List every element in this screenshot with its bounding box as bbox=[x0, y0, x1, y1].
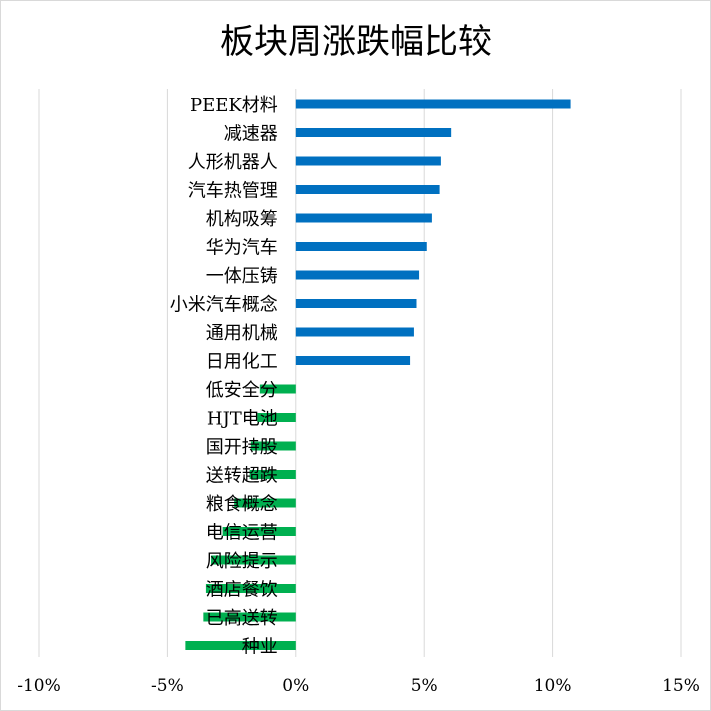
category-label: 减速器 bbox=[224, 124, 278, 145]
bar bbox=[295, 185, 440, 194]
category-label: 低安全分 bbox=[206, 380, 278, 401]
category-label: 风险提示 bbox=[206, 551, 278, 572]
category-labels: PEEK材料减速器人形机器人汽车热管理机构吸筹华为汽车一体压铸小米汽车概念通用机… bbox=[170, 95, 278, 658]
category-label: 粮食概念 bbox=[206, 493, 278, 515]
bar bbox=[295, 242, 427, 251]
bar bbox=[295, 270, 420, 280]
bar bbox=[222, 527, 296, 536]
bar bbox=[295, 356, 411, 365]
chart-title: 板块周涨跌幅比较 bbox=[220, 22, 492, 62]
bars bbox=[185, 99, 571, 650]
bar bbox=[205, 584, 296, 593]
bar bbox=[295, 128, 452, 137]
category-label: 汽车热管理 bbox=[188, 181, 278, 202]
category-label: 机构吸筹 bbox=[206, 209, 278, 230]
x-tick-label: 5% bbox=[411, 676, 438, 696]
bar bbox=[249, 470, 296, 479]
bar bbox=[295, 327, 414, 337]
category-label: 华为汽车 bbox=[206, 238, 278, 259]
category-label: 送转超跌 bbox=[206, 466, 278, 487]
category-label: 种业 bbox=[242, 637, 278, 658]
bar bbox=[234, 498, 296, 508]
category-label: 日用化工 bbox=[206, 352, 278, 373]
category-label: PEEK材料 bbox=[190, 95, 278, 116]
bar bbox=[259, 384, 296, 394]
grid-lines bbox=[38, 89, 682, 657]
x-tick-label: -10% bbox=[17, 676, 61, 696]
bar bbox=[250, 441, 296, 451]
bar bbox=[257, 413, 296, 422]
x-tick-label: 0% bbox=[282, 676, 309, 696]
x-tick-label: 15% bbox=[662, 676, 700, 696]
bar bbox=[295, 213, 432, 223]
category-label: 一体压铸 bbox=[206, 266, 278, 287]
bar bbox=[295, 156, 441, 166]
x-axis-tick-labels: -10% -5% 0% 5% 10% 15% bbox=[17, 676, 700, 696]
category-label: HJT电池 bbox=[207, 409, 278, 430]
category-label: 小米汽车概念 bbox=[170, 294, 278, 316]
x-tick-label: -5% bbox=[151, 676, 184, 696]
category-label: 通用机械 bbox=[206, 323, 278, 344]
bar bbox=[295, 99, 571, 109]
category-label: 已高送转 bbox=[206, 608, 278, 629]
category-label: 酒店餐饮 bbox=[206, 580, 278, 601]
x-tick-label: 10% bbox=[534, 676, 572, 696]
bar bbox=[203, 612, 296, 622]
bar bbox=[211, 555, 296, 565]
category-label: 国开持股 bbox=[206, 437, 278, 458]
bar bbox=[295, 299, 417, 308]
bar bbox=[185, 641, 296, 650]
category-label: 人形机器人 bbox=[188, 152, 278, 173]
category-label: 电信运营 bbox=[206, 523, 278, 544]
